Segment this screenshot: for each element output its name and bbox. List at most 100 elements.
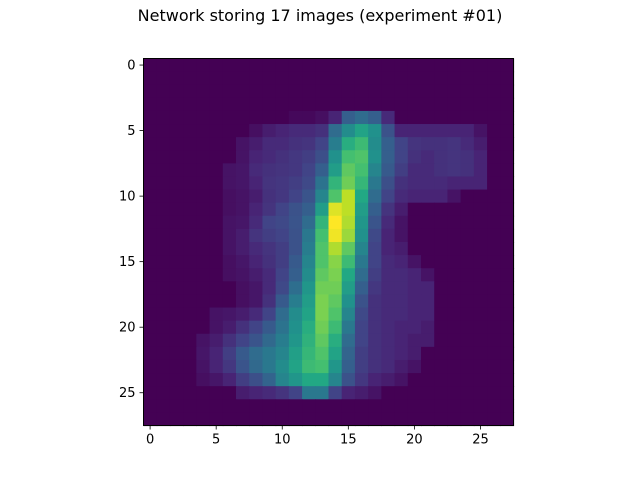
heatmap-cell [249,294,264,309]
heatmap-cell [447,124,462,138]
plot-frame [143,58,514,426]
heatmap-cell [368,255,382,269]
heatmap-cell [381,58,396,73]
heatmap-cell [222,71,237,86]
heatmap-cell [143,412,158,427]
heatmap-cell [249,124,264,138]
heatmap-cell [302,124,316,138]
heatmap-cell [394,412,409,427]
heatmap-cell [209,307,224,322]
heatmap-cell [328,346,343,361]
heatmap-cell [447,215,462,230]
heatmap-cell [196,202,211,217]
heatmap-cell [407,373,422,387]
heatmap-cell [275,281,290,296]
heatmap-cell [434,163,449,178]
heatmap-cell [169,281,184,296]
heatmap-cell [328,281,343,296]
heatmap-cell [354,110,369,125]
heatmap-cell [196,150,211,164]
heatmap-cell [447,359,462,374]
heatmap-cell [275,176,290,191]
heatmap-cell [222,386,237,400]
y-tick-label: 25 [119,386,136,401]
heatmap-cell [341,412,356,427]
heatmap-cell [473,386,488,400]
heatmap-cell [302,281,316,296]
heatmap-cell [183,359,197,374]
heatmap-cell [328,320,343,335]
heatmap-cell [288,163,303,178]
heatmap-cell [262,71,277,86]
heatmap-cell [288,281,303,296]
heatmap-cell [500,150,515,164]
heatmap-cell [262,386,277,400]
heatmap-cell [368,242,382,256]
heatmap-cell [368,124,382,138]
heatmap-cell [487,202,501,217]
heatmap-cell [249,255,264,269]
x-tick-label: 10 [274,433,291,448]
heatmap-cell [183,202,197,217]
heatmap-cell [315,176,330,191]
heatmap-cell [341,373,356,387]
heatmap-cell [262,373,277,387]
heatmap-cell [275,346,290,361]
heatmap-cell [328,386,343,400]
heatmap-cell [196,307,211,322]
heatmap-cell [183,176,197,191]
heatmap-cell [368,97,382,112]
heatmap-cell [143,215,158,230]
heatmap-cell [354,71,369,86]
heatmap-cell [381,84,396,99]
heatmap-cell [196,71,211,86]
heatmap-cell [394,281,409,296]
heatmap-cell [328,268,343,282]
heatmap-cell [183,110,197,125]
heatmap-cell [196,333,211,348]
heatmap-cell [315,163,330,178]
heatmap-cell [302,150,316,164]
heatmap-cell [209,176,224,191]
heatmap-cell [262,281,277,296]
heatmap-cell [275,124,290,138]
heatmap-cell [222,242,237,256]
heatmap-cell [434,137,449,151]
heatmap-cell [183,124,197,138]
heatmap-cell [487,359,501,374]
heatmap-cell [328,110,343,125]
heatmap-cell [421,281,435,296]
heatmap-cell [315,110,330,125]
heatmap-cell [262,137,277,151]
heatmap-cell [341,281,356,296]
heatmap-cell [275,373,290,387]
heatmap-cell [302,110,316,125]
heatmap-cells [143,58,515,427]
heatmap-cell [447,97,462,112]
heatmap-cell [368,320,382,335]
heatmap-cell [262,84,277,99]
heatmap-cell [407,386,422,400]
heatmap-cell [262,268,277,282]
heatmap-cell [156,124,171,138]
heatmap-cell [209,84,224,99]
y-tick-label: 0 [127,59,135,74]
heatmap-cell [500,320,515,335]
heatmap-cell [341,333,356,348]
heatmap-cell [169,386,184,400]
heatmap-cell [169,333,184,348]
heatmap-cell [302,137,316,151]
heatmap-cell [447,176,462,191]
heatmap-cell [394,307,409,322]
y-axis: 0 5 10 15 20 25 [119,59,144,401]
heatmap-cell [381,412,396,427]
heatmap-cell [183,333,197,348]
heatmap-cell [381,386,396,400]
heatmap-cell [434,97,449,112]
heatmap-cell [169,71,184,86]
heatmap-cell [368,399,382,413]
x-tick-label: 15 [340,433,357,448]
heatmap-cell [328,137,343,151]
heatmap-cell [421,268,435,282]
heatmap-cell [183,412,197,427]
